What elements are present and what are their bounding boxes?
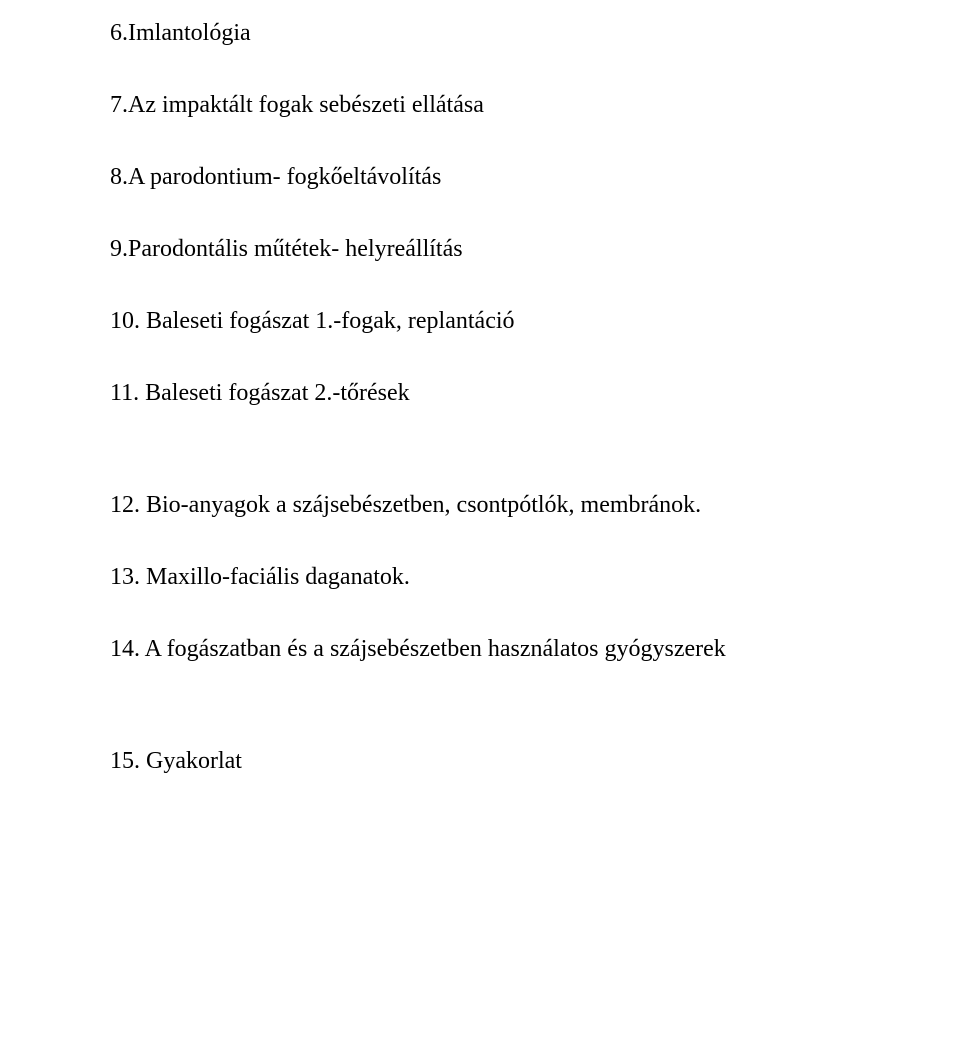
- list-item: 11. Baleseti fogászat 2.-tőrések: [110, 378, 850, 408]
- document-page: 6.Imlantológia 7.Az impaktált fogak sebé…: [0, 0, 960, 1061]
- list-item: 7.Az impaktált fogak sebészeti ellátása: [110, 90, 850, 120]
- list-item: 15. Gyakorlat: [110, 746, 850, 776]
- list-item: 10. Baleseti fogászat 1.-fogak, replantá…: [110, 306, 850, 336]
- list-item: 6.Imlantológia: [110, 18, 850, 48]
- list-item: 8.A parodontium- fogkőeltávolítás: [110, 162, 850, 192]
- list-item: 14. A fogászatban és a szájsebészetben h…: [110, 634, 850, 664]
- blank-spacer: [110, 450, 850, 490]
- list-item: 9.Parodontális műtétek- helyreállítás: [110, 234, 850, 264]
- list-item: 12. Bio-anyagok a szájsebészetben, csont…: [110, 490, 850, 520]
- list-item: 13. Maxillo-faciális daganatok.: [110, 562, 850, 592]
- blank-spacer: [110, 706, 850, 746]
